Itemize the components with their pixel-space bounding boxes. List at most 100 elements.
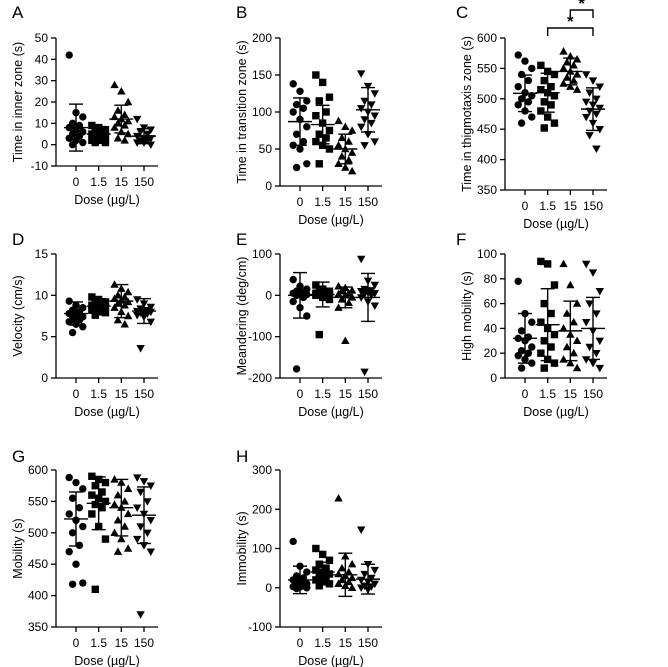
data-point-triangle-up	[123, 484, 133, 493]
data-point-triangle-down	[595, 337, 604, 346]
x-axis-title: Dose (µg/L)	[74, 405, 140, 419]
data-point-triangle-down	[585, 89, 594, 98]
data-point-square	[543, 260, 552, 268]
data-point-triangle-up	[113, 315, 123, 324]
data-point-triangle-down	[592, 310, 601, 318]
data-point-circle	[289, 537, 297, 546]
data-point-square	[537, 349, 545, 357]
data-point-triangle-up	[559, 324, 568, 332]
data-point-triangle-down	[367, 101, 376, 109]
y-tick-label: 15	[35, 247, 49, 261]
y-tick-label: 300	[252, 463, 272, 477]
data-point-triangle-down	[592, 350, 601, 358]
x-tick-label: 1.5	[314, 636, 331, 650]
data-point-triangle-down	[136, 523, 145, 531]
data-point-circle	[517, 327, 526, 335]
data-point-square	[88, 306, 96, 314]
data-point-circle	[521, 57, 529, 65]
data-point-triangle-down	[582, 71, 591, 79]
x-axis-title: Dose (µg/L)	[523, 405, 589, 419]
data-point-triangle-up	[123, 544, 133, 552]
data-point-square	[325, 570, 334, 578]
data-point-circle	[79, 113, 87, 121]
data-point-triangle-down	[363, 131, 373, 139]
y-tick-label: 0	[490, 371, 497, 385]
y-tick-label: 100	[252, 105, 272, 119]
panel-label: A	[12, 3, 24, 22]
data-point-triangle-up	[569, 348, 578, 357]
chart-panel-a: A -10 0 10 20 30 40 50 0 1.5 15 150 Dose (µg/L) Time …	[11, 3, 158, 207]
y-tick-label: 100	[252, 542, 272, 556]
data-point-triangle-up	[117, 87, 126, 95]
data-point-triangle-up	[344, 567, 353, 576]
data-point-square	[325, 145, 334, 153]
data-point-square	[312, 576, 320, 584]
data-point-triangle-down	[370, 138, 379, 146]
data-point-circle	[296, 145, 304, 153]
data-point-triangle-up	[113, 119, 123, 127]
data-point-circle	[65, 318, 73, 326]
data-point-triangle-up	[113, 490, 123, 499]
data-point-triangle-up	[120, 497, 129, 505]
data-point-triangle-up	[123, 509, 133, 518]
x-tick-label: 0	[73, 387, 80, 401]
data-point-triangle-up	[562, 342, 572, 351]
data-point-triangle-down	[143, 130, 152, 139]
data-point-triangle-up	[120, 292, 129, 301]
x-tick-label: 0	[73, 636, 80, 650]
data-point-square	[325, 295, 334, 304]
data-point-square	[88, 121, 96, 130]
data-point-square	[315, 572, 323, 580]
data-point-square	[318, 141, 327, 149]
data-point-square	[322, 574, 330, 582]
data-point-triangle-up	[559, 47, 568, 55]
data-point-triangle-up	[344, 137, 353, 145]
x-axis-title: Dose (µg/L)	[74, 654, 140, 667]
x-tick-label: 1.5	[314, 387, 331, 401]
data-point-triangle-down	[133, 504, 142, 512]
data-point-circle	[514, 82, 522, 91]
data-point-circle	[65, 547, 73, 556]
y-tick-label: 50	[259, 142, 273, 156]
y-tick-label: 0	[265, 179, 272, 193]
data-point-square	[315, 130, 323, 138]
data-point-circle	[528, 64, 536, 73]
data-point-circle	[72, 560, 80, 568]
data-point-circle	[289, 108, 297, 116]
x-tick-label: 1.5	[90, 636, 107, 650]
data-point-triangle-up	[110, 303, 119, 311]
data-point-triangle-down	[143, 529, 152, 538]
data-point-triangle-down	[363, 82, 373, 91]
data-point-circle	[303, 568, 311, 576]
data-point-square	[91, 138, 99, 147]
data-point-circle	[79, 138, 87, 147]
significance-star: *	[567, 12, 574, 31]
data-point-square	[550, 330, 559, 339]
data-point-square	[540, 124, 548, 132]
x-tick-label: 1.5	[539, 387, 556, 401]
data-point-triangle-down	[360, 142, 369, 150]
data-point-square	[315, 330, 323, 339]
significance-bracket	[569, 9, 594, 18]
data-point-triangle-up	[113, 547, 123, 555]
data-point-triangle-down	[582, 319, 591, 327]
data-point-square	[312, 71, 320, 79]
data-point-square	[91, 311, 99, 319]
y-tick-label: 200	[252, 31, 272, 45]
data-point-triangle-up	[559, 64, 568, 72]
data-point-triangle-up	[344, 298, 353, 306]
data-point-triangle-up	[341, 163, 350, 171]
data-point-circle	[524, 76, 533, 85]
data-point-triangle-up	[113, 299, 123, 307]
panel-label: H	[236, 447, 248, 466]
y-tick-label: 200	[252, 502, 272, 516]
data-point-triangle-up	[113, 106, 123, 114]
data-point-circle	[514, 277, 522, 285]
data-point-square	[540, 337, 548, 345]
data-point-triangle-up	[120, 136, 129, 144]
y-axis-title: Meandering (deg/cm)	[235, 257, 249, 376]
data-point-triangle-up	[337, 295, 347, 303]
data-point-square	[312, 137, 320, 146]
data-point-square	[88, 510, 96, 518]
